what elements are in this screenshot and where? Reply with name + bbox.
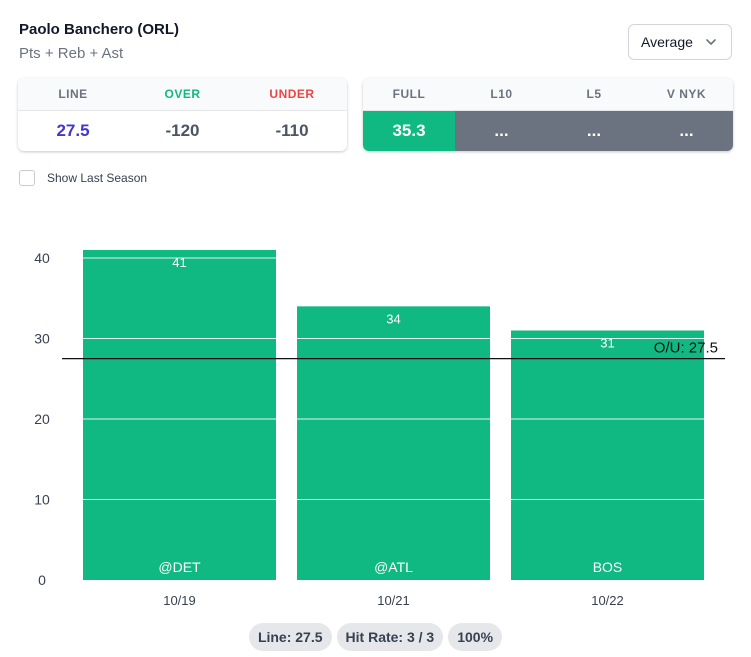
player-name: Paolo Banchero (ORL) (19, 21, 180, 38)
vs-nyk-column[interactable]: V NYK ... (640, 78, 733, 151)
y-tick-label: 0 (38, 572, 46, 588)
line-value: 27.5 (56, 121, 90, 140)
x-tick-label: 10/21 (377, 593, 410, 608)
y-tick-label: 10 (34, 492, 50, 508)
opponent-label: BOS (593, 559, 623, 575)
l10-value: ... (455, 111, 548, 151)
opponent-label: @DET (158, 559, 201, 575)
percent-pill: 100% (448, 623, 503, 651)
full-header: FULL (392, 87, 426, 101)
vs-nyk-header: V NYK (666, 87, 707, 101)
line-pill: Line: 27.5 (248, 623, 332, 651)
l5-column[interactable]: L5 ... (548, 78, 640, 151)
x-tick-label: 10/19 (163, 593, 196, 608)
average-card: FULL 35.3 L10 ... L5 ... V NYK ... (363, 78, 733, 151)
y-tick-label: 20 (34, 411, 50, 427)
l10-header: L10 (490, 87, 513, 101)
data-label: 34 (386, 311, 400, 326)
bar (83, 250, 276, 580)
under-column: UNDER -110 (237, 78, 347, 151)
under-value: -110 (275, 121, 309, 140)
data-label: 41 (172, 255, 186, 270)
full-value: 35.3 (363, 111, 455, 151)
summary-pills: Line: 27.5 Hit Rate: 3 / 3 100% (0, 623, 751, 651)
over-column: OVER -120 (128, 78, 237, 151)
average-select[interactable]: Average (628, 24, 732, 60)
stat-type: Pts + Reb + Ast (19, 45, 124, 62)
chevron-down-icon (706, 39, 716, 45)
l10-column[interactable]: L10 ... (455, 78, 548, 151)
average-select-value: Average (641, 34, 693, 50)
over-value: -120 (165, 121, 200, 140)
show-last-season-checkbox[interactable] (19, 170, 35, 186)
y-tick-label: 40 (34, 250, 50, 266)
line-column: LINE 27.5 (18, 78, 128, 151)
full-column[interactable]: FULL 35.3 (363, 78, 455, 151)
line-card: LINE 27.5 OVER -120 UNDER -110 (18, 78, 347, 151)
bar (511, 330, 704, 580)
bar-chart: 0 10 20 30 40 41 @DET 10/19 34 @ATL 10/21 31 BOS 10/2… (34, 250, 725, 608)
x-tick-label: 10/22 (591, 593, 624, 608)
over-header: OVER (164, 87, 201, 101)
line-header: LINE (58, 87, 88, 101)
data-label: 31 (600, 335, 614, 350)
show-last-season-label: Show Last Season (47, 171, 148, 185)
opponent-label: @ATL (374, 559, 413, 575)
l5-value: ... (548, 111, 640, 151)
l5-header: L5 (586, 87, 602, 101)
y-tick-label: 30 (34, 331, 50, 347)
under-header: UNDER (269, 87, 315, 101)
hit-rate-pill: Hit Rate: 3 / 3 (336, 623, 444, 651)
vs-nyk-value: ... (640, 111, 733, 151)
bar (297, 306, 490, 580)
over-under-label: O/U: 27.5 (654, 340, 718, 357)
